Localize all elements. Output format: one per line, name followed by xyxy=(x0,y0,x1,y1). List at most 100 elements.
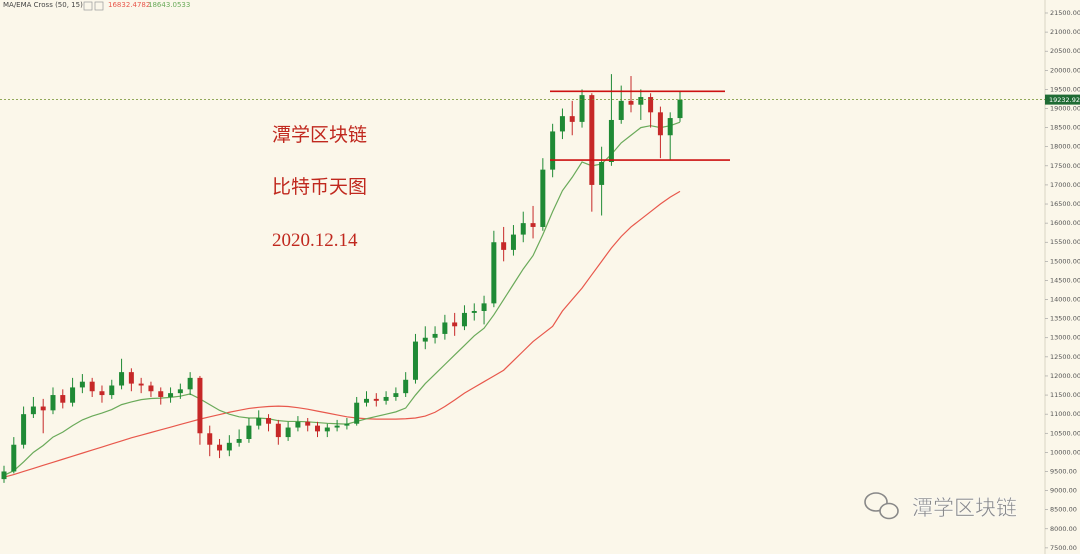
candle-body xyxy=(657,112,663,136)
y-tick-label: 10000.00 xyxy=(1050,448,1080,456)
y-tick-label: 13000.00 xyxy=(1050,334,1080,342)
candle-body xyxy=(403,379,409,394)
candle-body xyxy=(285,427,291,438)
candle-body xyxy=(452,322,458,327)
annotation: 潭学区块链 xyxy=(272,124,367,146)
y-tick-label: 10500.00 xyxy=(1050,429,1080,437)
candle-body xyxy=(344,423,350,426)
y-tick-label: 9500.00 xyxy=(1050,467,1077,475)
candle-body xyxy=(363,398,369,403)
ma-value: 16832.4782 xyxy=(108,1,150,9)
y-tick-label: 14500.00 xyxy=(1050,276,1080,284)
candle-body xyxy=(501,242,507,250)
candle-body xyxy=(648,97,654,113)
candle-body xyxy=(618,100,624,120)
candle-body xyxy=(187,377,193,390)
candle-body xyxy=(79,381,85,388)
y-tick-label: 17500.00 xyxy=(1050,162,1080,170)
candle-body xyxy=(128,372,134,384)
candle-body xyxy=(628,100,634,105)
candle-body xyxy=(510,234,516,250)
y-tick-label: 8000.00 xyxy=(1050,525,1077,533)
y-tick-label: 18500.00 xyxy=(1050,124,1080,132)
y-tick-label: 15500.00 xyxy=(1050,238,1080,246)
y-tick-label: 15000.00 xyxy=(1050,257,1080,265)
candle-body xyxy=(677,99,683,119)
annotation: 2020.12.14 xyxy=(272,230,358,251)
y-tick-label: 20500.00 xyxy=(1050,47,1080,55)
candle-body xyxy=(667,118,673,136)
candle-body xyxy=(119,372,125,386)
candle-body xyxy=(197,377,203,434)
candle-body xyxy=(354,402,360,424)
candle-body xyxy=(30,406,36,415)
candle-body xyxy=(569,116,575,122)
candle-body xyxy=(491,242,497,304)
candle-body xyxy=(99,391,105,396)
ema-value: 18643.0533 xyxy=(148,1,190,9)
icon[interactable] xyxy=(94,1,104,11)
y-tick-label: 14000.00 xyxy=(1050,296,1080,304)
candle-body xyxy=(207,433,213,445)
ma-line xyxy=(3,190,681,478)
candle-body xyxy=(236,438,242,443)
y-tick-label: 16000.00 xyxy=(1050,219,1080,227)
candle-body xyxy=(520,223,526,235)
candle-body xyxy=(217,444,223,451)
candle-body xyxy=(256,417,262,426)
candle-body xyxy=(158,391,164,397)
y-tick-label: 18000.00 xyxy=(1050,143,1080,151)
annotation: 比特币天图 xyxy=(272,176,367,198)
candle-body xyxy=(559,116,565,132)
candle-body xyxy=(373,398,379,401)
price-label-box xyxy=(1045,94,1080,105)
y-tick-label: 16500.00 xyxy=(1050,200,1080,208)
y-tick-label: 12500.00 xyxy=(1050,353,1080,361)
y-tick-label: 19500.00 xyxy=(1050,85,1080,93)
y-tick-label: 19000.00 xyxy=(1050,105,1080,113)
candle-body xyxy=(305,421,311,426)
candle-body xyxy=(226,442,232,451)
candle-body xyxy=(148,385,154,392)
icon[interactable] xyxy=(83,1,93,11)
candle-body xyxy=(481,303,487,312)
indicator-label: MA/EMA Cross (50, 15) xyxy=(3,1,83,9)
candle-body xyxy=(589,95,595,185)
candle-body xyxy=(315,425,321,432)
y-tick-label: 11000.00 xyxy=(1050,410,1080,418)
candle-body xyxy=(579,95,585,122)
candle-body xyxy=(246,425,252,439)
candle-body xyxy=(550,131,556,170)
candle-body xyxy=(295,421,301,428)
candle-body xyxy=(393,393,399,397)
candle-body xyxy=(638,97,644,105)
candle-body xyxy=(70,387,76,403)
y-tick-label: 13500.00 xyxy=(1050,315,1080,323)
ma-line xyxy=(3,121,681,476)
candle-body xyxy=(608,119,614,162)
y-tick-label: 21000.00 xyxy=(1050,28,1080,36)
candle-body xyxy=(334,425,340,428)
watermark: 潭学区块链 xyxy=(912,496,1017,520)
candle-body xyxy=(109,385,115,396)
candle-body xyxy=(432,333,438,338)
candle-body xyxy=(11,444,17,472)
y-tick-label: 8500.00 xyxy=(1050,506,1077,514)
candle-body xyxy=(1,471,7,480)
y-tick-label: 20000.00 xyxy=(1050,66,1080,74)
candle-body xyxy=(383,396,389,401)
candle-body xyxy=(412,341,418,380)
candle-body xyxy=(461,312,467,327)
watermark-icon xyxy=(864,492,899,520)
candle-body xyxy=(471,311,477,313)
candle-body xyxy=(422,337,428,342)
y-tick-label: 12000.00 xyxy=(1050,372,1080,380)
candle-body xyxy=(21,414,27,445)
candle-body xyxy=(168,393,174,397)
candle-body xyxy=(50,395,56,411)
y-tick-label: 21500.00 xyxy=(1050,9,1080,17)
y-tick-label: 17000.00 xyxy=(1050,181,1080,189)
candle-body xyxy=(266,417,272,424)
